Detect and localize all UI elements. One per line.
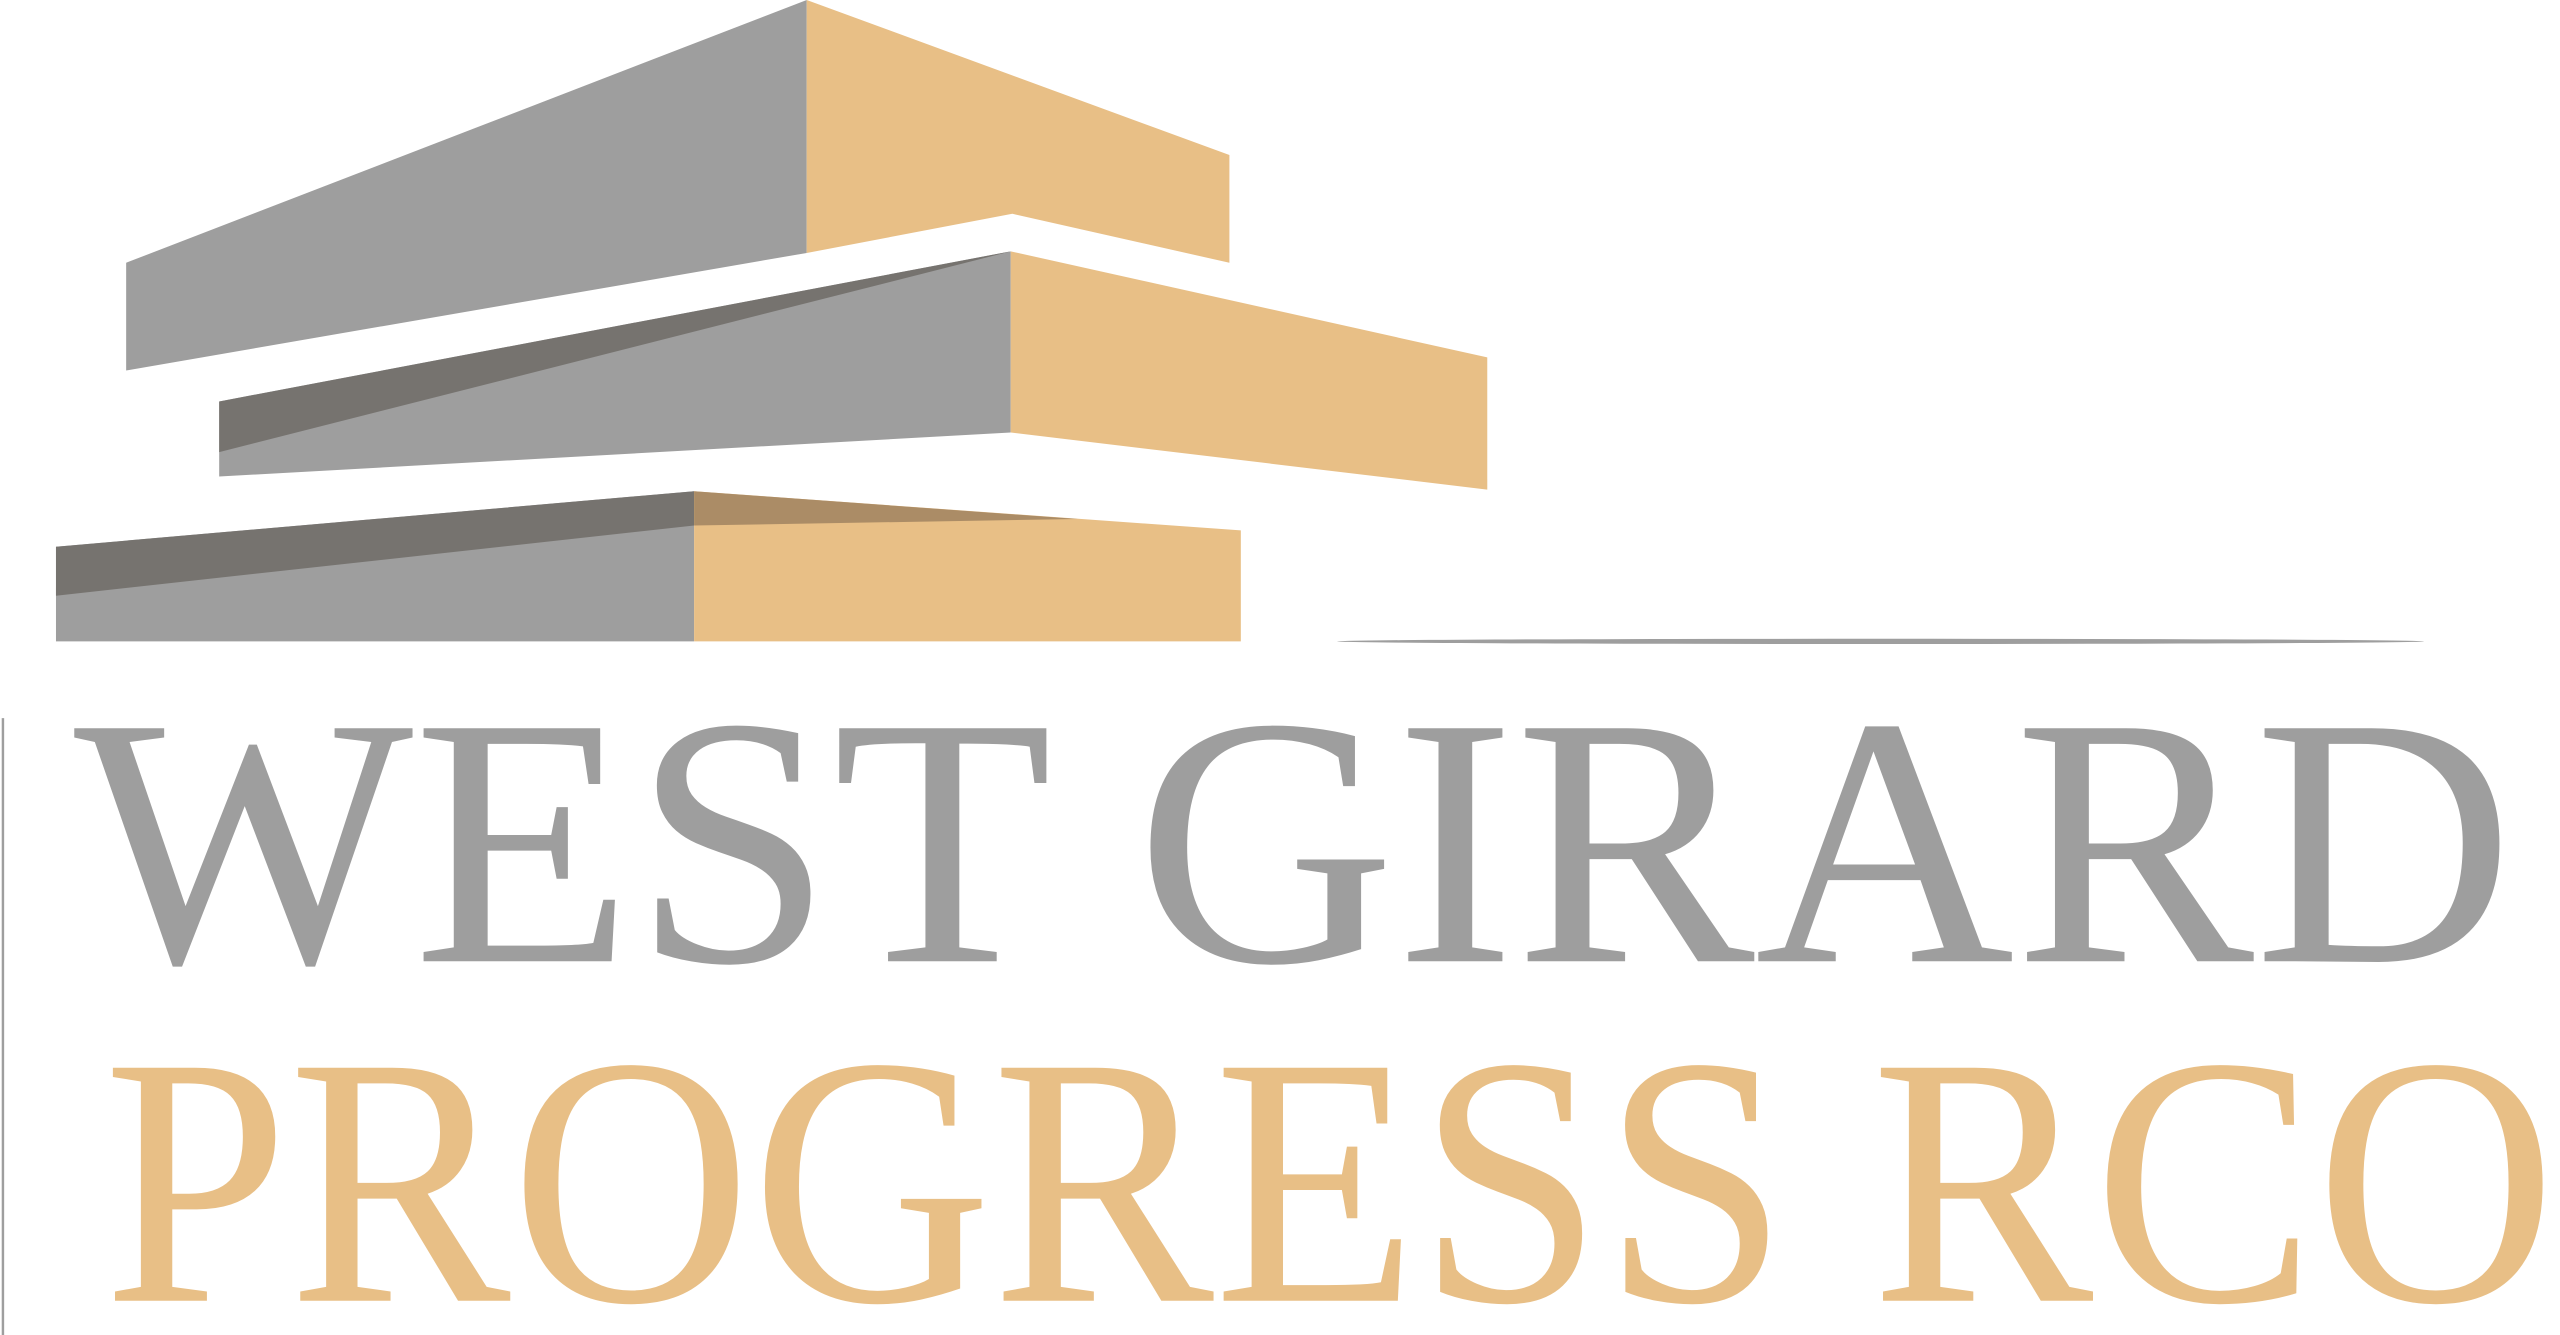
logo-line-1: WEST GIRARD: [74, 644, 2514, 1038]
bottom-shadow: [55, 491, 695, 596]
top-gold-slab: [806, 0, 1230, 263]
middle-shadow: [219, 251, 1011, 453]
bottom-gold-shadow: [694, 491, 1078, 526]
middle-gold-slab: [1010, 251, 1488, 490]
middle-gray-slab: [219, 251, 1011, 477]
logo-line-2: PROGRESS RCO: [103, 984, 2556, 1335]
top-gray-slab: [126, 0, 807, 371]
logo-mark: [55, 0, 2425, 644]
bottom-gold-slab: [694, 491, 1241, 642]
divider-line: [1337, 638, 2425, 644]
